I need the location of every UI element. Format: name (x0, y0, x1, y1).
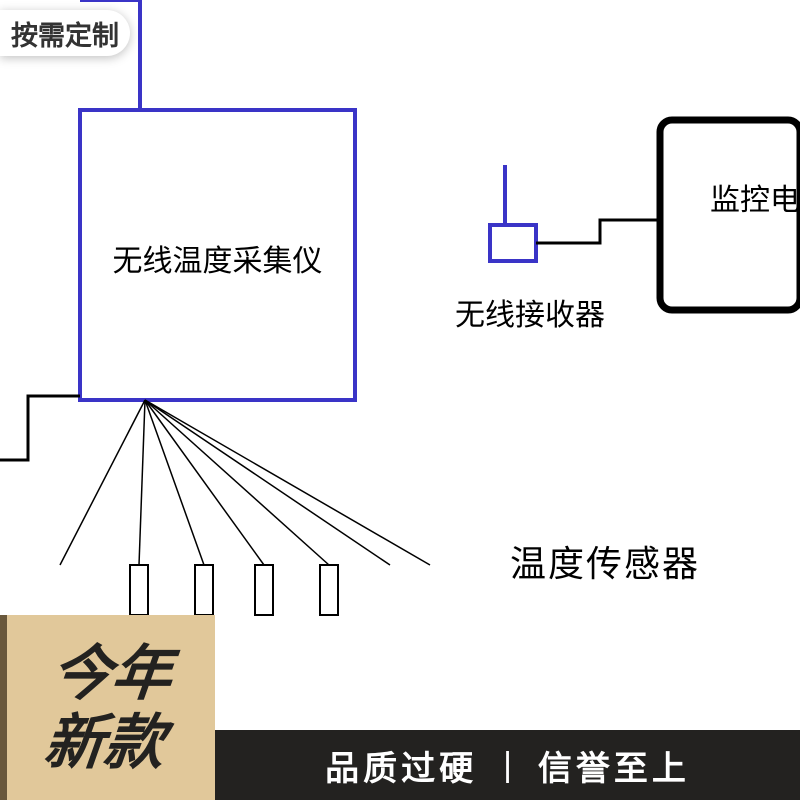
top-badge-text: 按需定制 (11, 14, 119, 53)
top-badge: 按需定制 (0, 10, 130, 56)
collector-label: 无线温度采集仪 (80, 236, 355, 280)
fan-line (145, 400, 204, 565)
bottom-text-2: 信誉至上 (538, 741, 690, 790)
fan-line (145, 400, 430, 565)
fan-line (145, 400, 264, 565)
sensor-node (195, 565, 213, 615)
bottom-left-text: 今年新款 (34, 639, 181, 777)
sensor-node (255, 565, 273, 615)
receiver-label: 无线接收器 (455, 290, 605, 334)
monitor-label: 监控电 (710, 175, 800, 219)
bottom-left-accent (0, 615, 7, 800)
sensor-label: 温度传感器 (510, 535, 700, 587)
receiver-link (536, 220, 660, 243)
fan-line (145, 400, 329, 565)
bottom-bar: 品质过硬 | 信誉至上 (215, 730, 800, 800)
bottom-left-box: 今年新款 (0, 615, 215, 800)
collector-left-wire (0, 396, 80, 460)
sensor-node (130, 565, 148, 615)
fan-line (60, 400, 145, 565)
sensor-node (320, 565, 338, 615)
bottom-text-1: 品质过硬 (325, 741, 477, 790)
bottom-divider: | (503, 746, 512, 785)
fan-line (139, 400, 145, 565)
fan-line (145, 400, 390, 565)
receiver-box (490, 225, 536, 261)
